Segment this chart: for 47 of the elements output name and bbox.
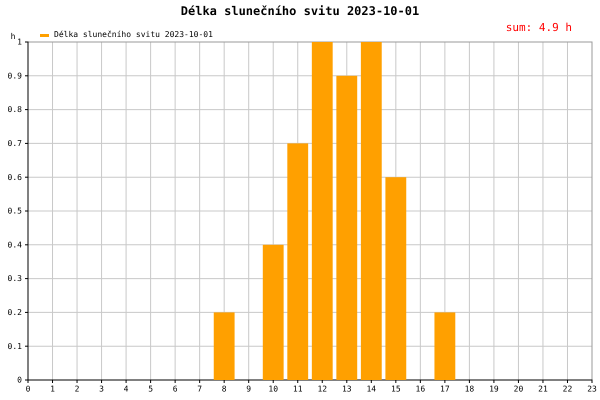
x-tick-label: 19 [489, 384, 499, 394]
x-tick-label: 1 [50, 384, 56, 394]
bar [360, 42, 382, 380]
y-tick-label: 0.8 [8, 105, 22, 114]
x-tick-label: 20 [514, 384, 524, 394]
x-tick-label: 0 [26, 384, 31, 394]
bar [262, 244, 284, 380]
x-tick-label: 7 [197, 384, 202, 394]
x-tick-label: 3 [99, 384, 104, 394]
text: sum: 4.9 h [506, 21, 572, 34]
x-tick-label: 14 [366, 384, 376, 394]
y-tick-label: 0 [17, 376, 22, 385]
y-tick-label: 0.1 [8, 342, 22, 351]
x-tick-label: 12 [317, 384, 328, 394]
y-tick-label: 0.6 [8, 172, 22, 182]
x-tick-label: 22 [562, 384, 572, 394]
y-tick-label: 0.9 [8, 71, 22, 80]
x-tick-label: 9 [246, 384, 252, 394]
y-tick-label: 0.2 [8, 308, 22, 317]
bar [336, 76, 358, 380]
x-tick-label: 21 [538, 384, 548, 394]
y-axis-title: h [10, 32, 16, 41]
y-tick-label: 0.3 [8, 274, 22, 284]
bar [385, 177, 406, 380]
x-tick-label: 8 [222, 384, 227, 394]
x-tick-label: 4 [124, 384, 129, 394]
x-tick-label: 6 [172, 384, 178, 394]
x-tick-label: 16 [416, 384, 426, 394]
bar [434, 312, 456, 380]
x-tick-label: 11 [292, 384, 303, 394]
y-tick-label: 0.4 [8, 240, 22, 250]
x-tick-label: 15 [391, 384, 401, 394]
x-tick-label: 13 [342, 384, 352, 394]
chart-title: Délka slunečního svitu 2023-10-01 [180, 4, 420, 18]
x-tick-label: 5 [148, 384, 154, 394]
y-tick-label: 1 [17, 38, 22, 47]
bar [214, 312, 235, 380]
x-tick-label: 10 [268, 384, 278, 394]
bar [312, 42, 333, 380]
legend-label: Délka slunečního svitu 2023-10-01 [54, 30, 214, 39]
x-tick-label: 23 [587, 384, 597, 394]
y-tick-label: 0.5 [8, 206, 22, 216]
bar [287, 143, 308, 380]
y-tick-label: 0.7 [8, 138, 22, 148]
x-tick-label: 17 [440, 384, 450, 394]
x-tick-label: 2 [74, 384, 80, 394]
x-tick-label: 18 [464, 384, 474, 394]
